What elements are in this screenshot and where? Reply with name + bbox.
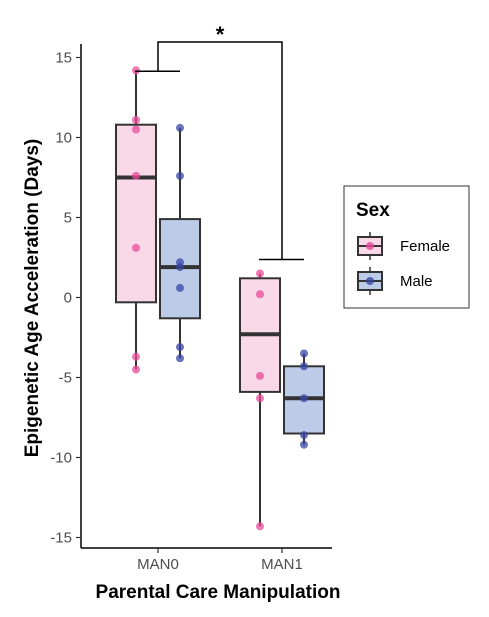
data-point xyxy=(300,440,308,449)
legend-label-male: Male xyxy=(400,273,433,290)
data-point xyxy=(176,283,184,292)
significance-star: * xyxy=(216,22,225,47)
data-point xyxy=(132,171,140,180)
data-point xyxy=(256,371,264,380)
data-point xyxy=(132,365,140,374)
data-point xyxy=(300,394,308,403)
y-tick-label: -10 xyxy=(50,450,72,467)
y-tick-label: -15 xyxy=(50,530,72,547)
data-point xyxy=(176,263,184,272)
legend-key-point xyxy=(366,277,374,285)
data-point xyxy=(132,66,140,75)
bracket-line xyxy=(157,41,283,260)
y-tick-label: 10 xyxy=(55,130,72,147)
legend: Sex Female Male xyxy=(343,185,470,309)
data-point xyxy=(176,354,184,363)
legend-items: Female Male xyxy=(357,232,450,295)
box-female-man0 xyxy=(115,123,157,304)
y-tick-label: -5 xyxy=(59,370,72,387)
data-point xyxy=(256,290,264,299)
data-point xyxy=(132,115,140,124)
significance-bracket: * xyxy=(135,22,304,261)
legend-label-female: Female xyxy=(400,238,450,255)
x-tick-label: MAN1 xyxy=(261,556,303,573)
data-point xyxy=(132,243,140,252)
data-point xyxy=(132,352,140,361)
x-axis-title: Parental Care Manipulation xyxy=(96,582,341,603)
data-point xyxy=(256,269,264,278)
y-tick-label: 5 xyxy=(64,210,72,227)
axes: -15 -10 -5 0 5 10 15 MAN0 MAN1 xyxy=(50,44,332,573)
legend-title: Sex xyxy=(356,200,390,221)
legend-key-point xyxy=(366,242,374,250)
data-point xyxy=(256,522,264,531)
data-point xyxy=(300,431,308,440)
data-point xyxy=(300,349,308,358)
data-point xyxy=(132,125,140,134)
data-point xyxy=(176,123,184,132)
y-axis-title: Epigenetic Age Acceleration (Days) xyxy=(22,139,43,458)
plot-area xyxy=(115,66,325,531)
x-tick-label: MAN0 xyxy=(137,556,179,573)
data-point xyxy=(176,343,184,352)
y-tick-label: 0 xyxy=(64,290,72,307)
y-tick-label: 15 xyxy=(55,50,72,67)
data-point xyxy=(300,362,308,371)
data-point xyxy=(256,394,264,403)
data-point xyxy=(176,171,184,180)
